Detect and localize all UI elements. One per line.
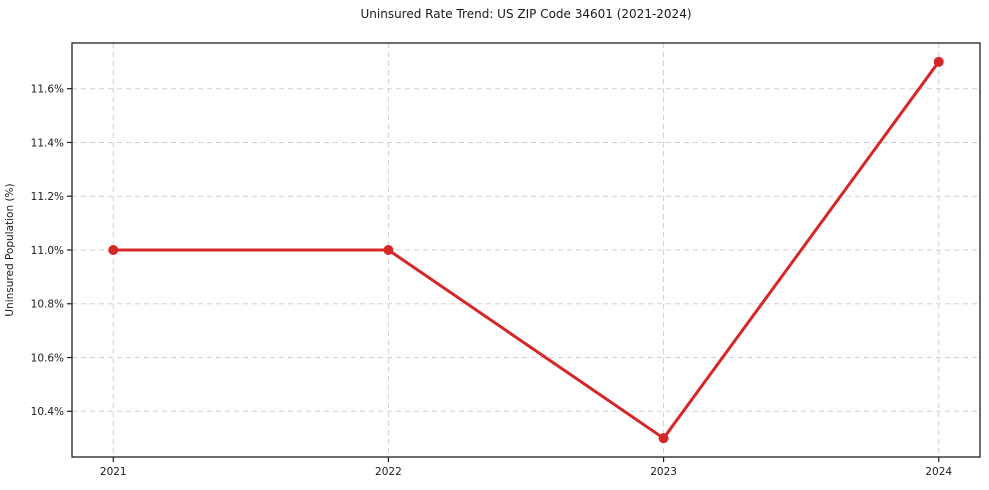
x-tick-label: 2021 [100, 466, 127, 478]
chart-title: Uninsured Rate Trend: US ZIP Code 34601 … [360, 7, 692, 21]
x-tick-label: 2023 [650, 466, 677, 478]
y-tick-label: 10.6% [31, 352, 64, 364]
y-tick-label: 10.4% [31, 406, 64, 418]
y-tick-label: 10.8% [31, 299, 64, 311]
y-tick-label: 11.0% [31, 245, 64, 257]
x-tick-label: 2022 [375, 466, 402, 478]
data-point [658, 433, 669, 444]
data-point [108, 245, 119, 255]
y-tick-label: 11.6% [31, 84, 64, 96]
x-tick-label: 2024 [925, 466, 952, 478]
trend-line [111, 60, 941, 440]
y-tick-label: 11.2% [31, 191, 64, 203]
data-point [933, 56, 944, 67]
y-tick-label: 11.4% [31, 137, 64, 149]
data-point [383, 245, 394, 255]
